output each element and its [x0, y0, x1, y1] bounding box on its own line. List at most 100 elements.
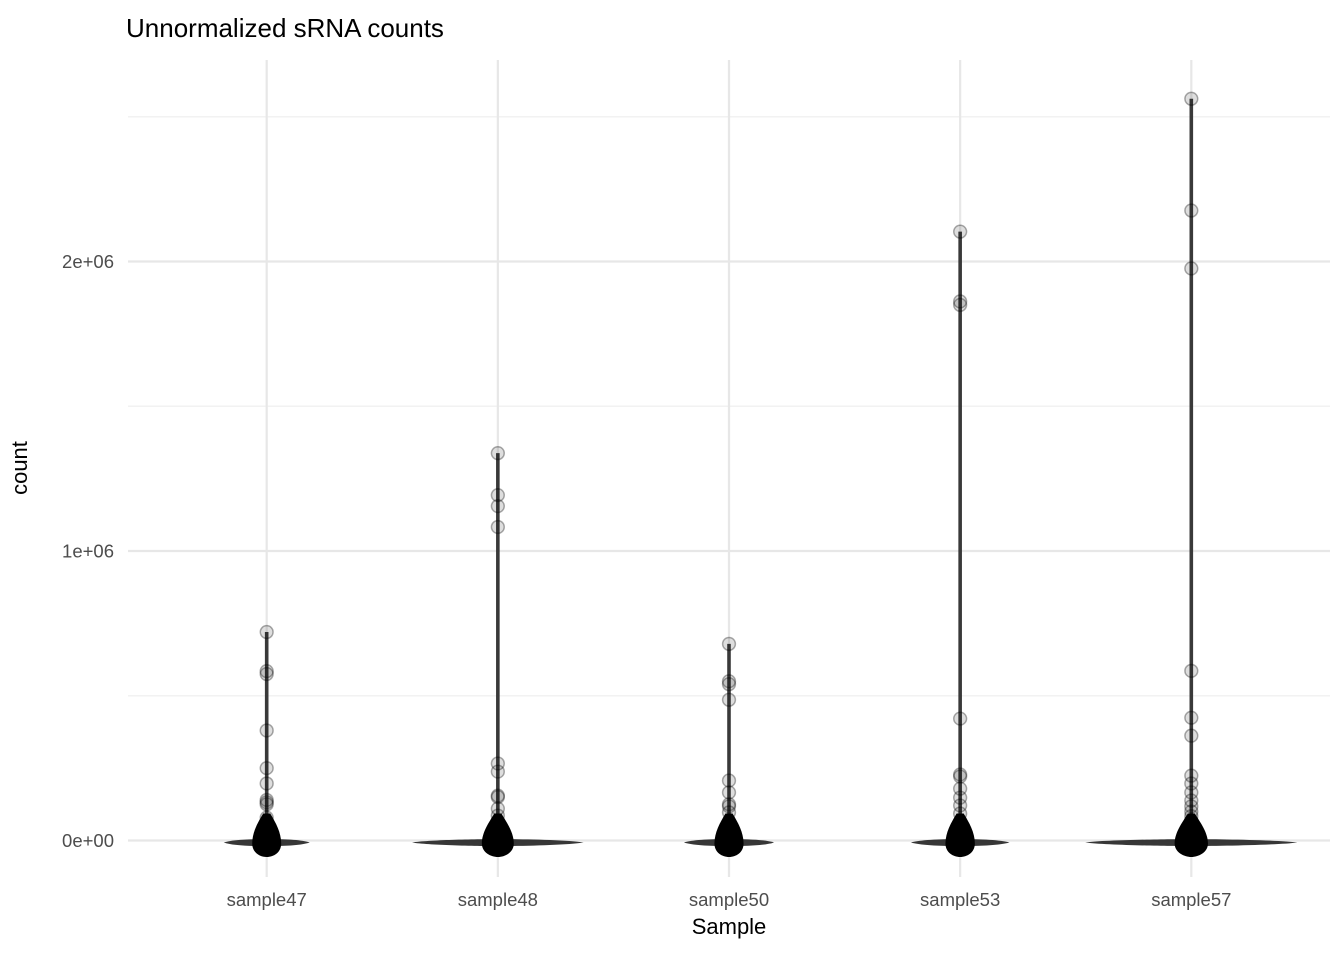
jitter-point: [953, 297, 968, 313]
jitter-point: [1184, 831, 1199, 846]
jitter-point: [490, 764, 505, 779]
jitter-point: [490, 829, 505, 844]
zero-cluster-blob: [1174, 813, 1208, 857]
jitter-point: [721, 674, 737, 689]
jitter-point: [490, 789, 505, 805]
jitter-point: [259, 831, 274, 846]
jitter-point: [490, 824, 505, 839]
jitter-point: [490, 788, 505, 803]
jitter-point: [721, 773, 737, 788]
jitter-point: [721, 677, 737, 692]
jitter-point: [721, 824, 737, 839]
chart-title: Unnormalized sRNA counts: [126, 13, 444, 43]
jitter-point: [953, 798, 968, 813]
jitter-point: [259, 666, 274, 682]
jitter-point: [953, 294, 968, 309]
jitter-point: [259, 824, 274, 839]
x-tick-label: sample47: [227, 889, 307, 910]
violin-sample47: [223, 632, 310, 857]
jitter-point: [953, 826, 968, 842]
x-tick-label: sample48: [458, 889, 538, 910]
jitter-point: [1184, 261, 1199, 276]
x-tick-label: sample50: [689, 889, 769, 910]
jitter-point: [1184, 768, 1199, 783]
violins: [223, 98, 1298, 857]
jitter-point: [953, 711, 968, 726]
violin-sample50: [683, 643, 775, 857]
jitter-point: [721, 805, 737, 820]
y-tick-label: 2e+06: [62, 251, 114, 272]
jitter-point: [259, 821, 274, 837]
jitter-point: [953, 224, 968, 239]
jitter-point: [953, 829, 968, 844]
jitter-point: [1184, 809, 1199, 824]
jitter-point: [490, 445, 505, 461]
jitter-point: [953, 769, 968, 784]
axis-tick-labels: 0e+00 1e+06 2e+06 sample47 sample48 sample50 s…: [62, 251, 1231, 910]
x-tick-label: sample53: [920, 889, 1000, 910]
violin-sample57: [1085, 98, 1298, 857]
jitter-point: [953, 831, 968, 846]
jitter-point: [490, 815, 505, 831]
jitter-point: [1184, 710, 1199, 725]
jitter-point: [490, 826, 505, 842]
y-tick-label: 0e+00: [62, 830, 114, 851]
jitter-point: [1184, 799, 1199, 814]
jitter-point: [721, 797, 737, 812]
jitter-point: [490, 801, 505, 816]
jitter-point: [259, 776, 274, 791]
jitter-point: [490, 820, 505, 835]
jitter-point: [490, 487, 505, 503]
jitter-point: [1184, 776, 1199, 791]
jitter-point: [259, 624, 274, 640]
jitter-point: [259, 832, 274, 847]
jitter-point: [259, 830, 274, 845]
y-tick-label: 1e+06: [62, 541, 114, 562]
jitter-point: [259, 795, 274, 810]
jitter-point: [721, 799, 737, 814]
jitter-point: [259, 760, 274, 776]
jitter-point: [259, 810, 274, 825]
jitter-point: [490, 756, 505, 771]
jitter-point: [953, 781, 968, 796]
jitter-point: [953, 806, 968, 821]
jitter-point: [1184, 203, 1199, 218]
jitter-point: [490, 832, 505, 847]
jitter-point: [259, 818, 274, 833]
jitter-point: [1184, 793, 1199, 808]
jitter-point: [721, 820, 737, 835]
jitter-point: [721, 692, 737, 707]
jitter-point: [1184, 817, 1199, 833]
jitter-point: [490, 831, 505, 846]
jitter-point: [721, 831, 737, 846]
jitter-point: [721, 785, 737, 800]
jitter-point: [1184, 829, 1199, 845]
jitter-point: [1184, 785, 1199, 800]
jitter-point: [1184, 821, 1199, 836]
jitter-point: [259, 797, 274, 812]
x-axis-title: Sample: [692, 914, 767, 939]
jitter-point: [1184, 91, 1199, 106]
zero-cluster-blob: [714, 813, 744, 857]
zero-cluster-blob: [945, 813, 975, 857]
jitter-point: [721, 829, 737, 845]
jitter-point: [259, 663, 274, 679]
jitter-point: [1184, 824, 1199, 839]
jitter-point: [953, 823, 968, 838]
jitter-point: [1184, 827, 1199, 842]
jitter-point: [259, 829, 274, 844]
violin-sample53: [910, 231, 1010, 857]
jitter-point: [721, 827, 737, 842]
jitter-point: [721, 636, 737, 652]
jitter-point: [953, 790, 968, 805]
jitter-point: [953, 814, 968, 829]
jitter-point: [1184, 728, 1199, 743]
zero-cluster-blob: [481, 813, 514, 857]
y-axis-title: count: [7, 441, 32, 495]
jitter-point: [490, 808, 505, 823]
jitter-point: [1184, 813, 1199, 828]
jitter-point: [259, 826, 274, 842]
zero-cluster-blob: [252, 813, 282, 857]
